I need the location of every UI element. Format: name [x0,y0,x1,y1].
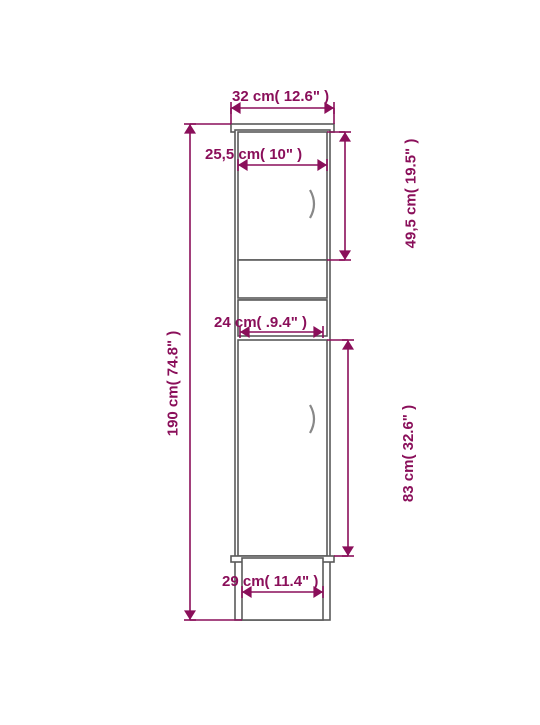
diagram-svg [0,0,540,720]
label-lower-door-h: 83 cm( 32.6" ) [400,405,417,502]
diagram-stage: 190 cm( 74.8" ) 32 cm( 12.6" ) 25,5 cm( … [0,0,540,720]
label-shelf-depth: 24 cm( .9.4" ) [214,314,307,331]
label-upper-door-h: 49,5 cm( 19.5" ) [402,139,419,249]
label-total-height: 190 cm( 74.8" ) [164,331,181,437]
label-base-depth: 29 cm( 11.4" ) [222,573,318,590]
label-top-width: 32 cm( 12.6" ) [232,88,329,105]
label-door-width: 25,5 cm( 10" ) [205,146,302,163]
